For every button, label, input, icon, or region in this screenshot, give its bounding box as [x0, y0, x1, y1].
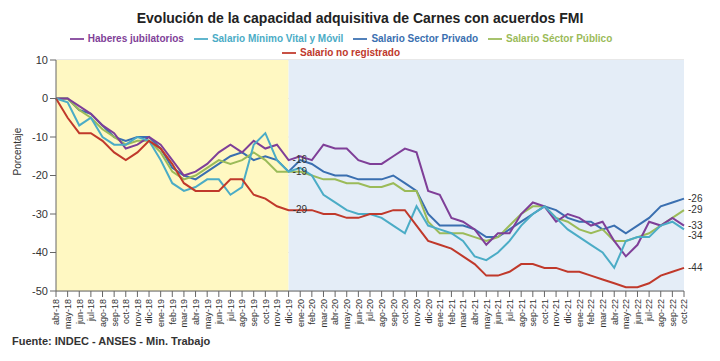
svg-text:feb-21: feb-21 — [447, 299, 457, 325]
svg-text:jun-22: jun-22 — [633, 299, 643, 325]
svg-text:ago-22: ago-22 — [656, 299, 666, 327]
svg-text:-16: -16 — [293, 154, 308, 165]
svg-text:jul-18: jul-18 — [86, 299, 96, 322]
html-text:Salario Sector Privado: Salario Sector Privado — [371, 32, 479, 44]
svg-text:-40: -40 — [32, 246, 48, 258]
svg-text:-44: -44 — [688, 262, 703, 273]
svg-text:nov-19: nov-19 — [272, 299, 282, 327]
svg-text:jun-18: jun-18 — [75, 299, 85, 325]
svg-text:ene-22: ene-22 — [575, 299, 585, 327]
svg-text:mar-21: mar-21 — [458, 299, 468, 328]
svg-text:nov-18: nov-18 — [133, 299, 143, 327]
svg-text:-30: -30 — [32, 208, 48, 220]
svg-text:may-20: may-20 — [342, 299, 352, 329]
svg-text:feb-22: feb-22 — [586, 299, 596, 325]
svg-text:jul-20: jul-20 — [365, 299, 375, 322]
html-text:Haberes jubilatorios: Haberes jubilatorios — [87, 32, 184, 44]
svg-text:-19: -19 — [293, 166, 308, 177]
svg-text:dic-21: dic-21 — [563, 299, 573, 324]
svg-text:ago-19: ago-19 — [237, 299, 247, 327]
html-text:Fuente: INDEC - ANSES - Min. T: Fuente: INDEC - ANSES - Min. Trabajo — [12, 335, 211, 347]
svg-text:-26: -26 — [688, 193, 703, 204]
svg-text:oct-22: oct-22 — [679, 299, 689, 324]
svg-text:oct-18: oct-18 — [121, 299, 131, 324]
svg-text:10: 10 — [36, 54, 48, 66]
svg-text:sep-21: sep-21 — [528, 299, 538, 327]
svg-text:-29: -29 — [688, 204, 703, 215]
svg-text:oct-21: oct-21 — [540, 299, 550, 324]
svg-text:ene-19: ene-19 — [156, 299, 166, 327]
svg-text:-20: -20 — [32, 169, 48, 181]
svg-text:nov-21: nov-21 — [551, 299, 561, 327]
svg-text:nov-20: nov-20 — [412, 299, 422, 327]
svg-text:jun-20: jun-20 — [354, 299, 364, 325]
svg-text:feb-19: feb-19 — [168, 299, 178, 325]
svg-text:-33: -33 — [688, 220, 703, 231]
svg-text:may-21: may-21 — [482, 299, 492, 329]
svg-text:jun-19: jun-19 — [214, 299, 224, 325]
svg-text:abr-21: abr-21 — [470, 299, 480, 325]
svg-text:mar-19: mar-19 — [179, 299, 189, 328]
svg-text:may-19: may-19 — [203, 299, 213, 329]
svg-text:mar-20: mar-20 — [319, 299, 329, 328]
svg-text:jul-19: jul-19 — [226, 299, 236, 322]
svg-text:-34: -34 — [688, 230, 703, 241]
svg-text:0: 0 — [42, 92, 48, 104]
svg-text:oct-19: oct-19 — [261, 299, 271, 324]
svg-text:Porcentaje: Porcentaje — [12, 127, 23, 175]
svg-text:ene-20: ene-20 — [296, 299, 306, 327]
html-text:Salario Séctor Público: Salario Séctor Público — [506, 32, 613, 44]
svg-text:ago-18: ago-18 — [98, 299, 108, 327]
svg-text:abr-18: abr-18 — [51, 299, 61, 325]
svg-text:ago-21: ago-21 — [517, 299, 527, 327]
svg-text:sep-22: sep-22 — [668, 299, 678, 327]
svg-text:may-18: may-18 — [63, 299, 73, 329]
svg-text:sep-20: sep-20 — [389, 299, 399, 327]
svg-text:feb-20: feb-20 — [307, 299, 317, 325]
svg-text:ene-21: ene-21 — [435, 299, 445, 327]
svg-text:jul-22: jul-22 — [645, 299, 655, 322]
svg-text:sep-18: sep-18 — [110, 299, 120, 327]
svg-text:ago-20: ago-20 — [377, 299, 387, 327]
svg-text:dic-19: dic-19 — [284, 299, 294, 324]
svg-text:abr-20: abr-20 — [331, 299, 341, 325]
svg-text:-50: -50 — [32, 285, 48, 297]
svg-text:sep-19: sep-19 — [249, 299, 259, 327]
svg-text:abr-19: abr-19 — [191, 299, 201, 325]
svg-text:dic-18: dic-18 — [144, 299, 154, 324]
svg-text:-29: -29 — [293, 204, 308, 215]
svg-text:dic-20: dic-20 — [424, 299, 434, 324]
svg-text:mar-22: mar-22 — [598, 299, 608, 328]
svg-text:abr-22: abr-22 — [610, 299, 620, 325]
svg-text:may-22: may-22 — [621, 299, 631, 329]
svg-text:jul-21: jul-21 — [505, 299, 515, 322]
html-text:Salario Mínimo Vital y Móvil: Salario Mínimo Vital y Móvil — [211, 32, 344, 44]
html-text:Evolución de la capacidad adqu: Evolución de la capacidad adquisitiva de… — [136, 10, 584, 26]
html-text:Salario no registrado: Salario no registrado — [300, 46, 400, 58]
svg-text:oct-20: oct-20 — [400, 299, 410, 324]
svg-text:-10: -10 — [32, 131, 48, 143]
svg-text:jun-21: jun-21 — [493, 299, 503, 325]
